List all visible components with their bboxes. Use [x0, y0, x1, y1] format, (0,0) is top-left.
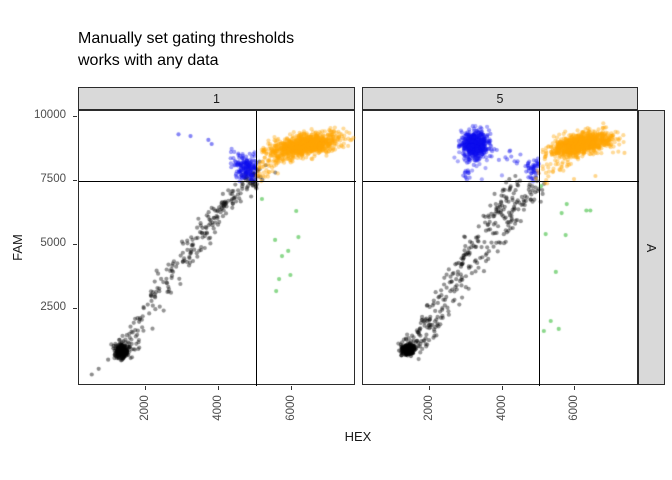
facet-strip-label-1: 1 [213, 91, 220, 106]
scatter-points-panel-5 [363, 111, 639, 386]
y-tick-mark [73, 244, 77, 245]
y-tick-mark [73, 116, 77, 117]
facet-strip-label-5: 5 [496, 91, 504, 106]
x-tick-label: 6000 [567, 389, 581, 427]
panel-1 [78, 110, 356, 386]
x-tick-label-text: 6000 [285, 395, 297, 421]
x-tick-mark [502, 386, 503, 390]
y-tick-label: 10000 [34, 109, 66, 121]
x-tick-label: 2000 [138, 389, 152, 427]
x-tick-label-text: 4000 [496, 395, 508, 421]
plot-title-line1: Manually set gating thresholds [78, 30, 295, 47]
y-tick-label: 5000 [40, 237, 66, 249]
x-tick-label: 4000 [495, 389, 509, 427]
facet-strip-1: 1 [78, 87, 355, 110]
panel-5 [362, 110, 639, 386]
y-tick-label: 2500 [40, 301, 66, 313]
fam-threshold-line-panel-5 [363, 181, 639, 182]
x-tick-mark [218, 386, 219, 390]
hex-threshold-line-panel-5 [539, 111, 540, 386]
fam-threshold-line-panel-1 [79, 181, 356, 182]
facet-strip-5: 5 [362, 87, 638, 110]
plot-title-line2: works with any data [78, 52, 219, 69]
y-tick-label: 7500 [40, 173, 66, 185]
scatter-points-panel-1 [79, 111, 356, 386]
x-tick-label-text: 4000 [212, 395, 224, 421]
x-tick-label-text: 6000 [568, 395, 580, 421]
y-tick-mark [73, 308, 77, 309]
x-tick-label: 4000 [211, 389, 225, 427]
x-tick-label: 6000 [284, 389, 298, 427]
facet-strip-row-A: A [638, 110, 665, 385]
x-tick-label-text: 2000 [139, 395, 151, 421]
hex-threshold-line-panel-1 [256, 111, 257, 386]
y-tick-mark [73, 180, 77, 181]
x-tick-mark [145, 386, 146, 390]
plot-title: Manually set gating thresholds works wit… [78, 28, 294, 72]
x-tick-label-text: 2000 [423, 395, 435, 421]
x-tick-mark [574, 386, 575, 390]
x-tick-label: 2000 [422, 389, 436, 427]
x-axis-title: HEX [344, 429, 372, 444]
x-tick-mark [291, 386, 292, 390]
x-tick-mark [429, 386, 430, 390]
